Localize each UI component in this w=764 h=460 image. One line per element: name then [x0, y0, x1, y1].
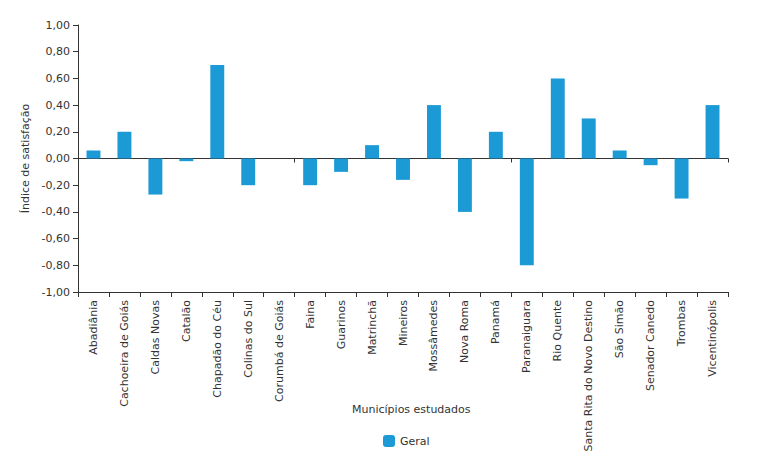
svg-text:Rio Quente: Rio Quente [551, 300, 564, 362]
svg-text:Colinas do Sul: Colinas do Sul [242, 300, 255, 378]
svg-text:Guarinos: Guarinos [335, 300, 348, 350]
svg-text:Chapadão do Céu: Chapadão do Céu [211, 300, 224, 398]
svg-text:0,60: 0,60 [46, 72, 71, 85]
svg-text:-0,20: -0,20 [42, 179, 70, 192]
svg-text:Mossâmedes: Mossâmedes [427, 300, 440, 372]
svg-text:1,00: 1,00 [46, 19, 71, 32]
svg-text:Geral: Geral [400, 435, 430, 448]
svg-text:Senador Canedo: Senador Canedo [644, 300, 657, 391]
svg-text:-1,00: -1,00 [42, 286, 70, 299]
svg-text:0,80: 0,80 [46, 45, 71, 58]
svg-text:Catalão: Catalão [180, 300, 193, 342]
svg-text:-0,60: -0,60 [42, 232, 70, 245]
svg-text:Faina: Faina [304, 300, 317, 329]
svg-text:0,20: 0,20 [46, 125, 71, 138]
svg-text:Santa Rita do Novo Destino: Santa Rita do Novo Destino [582, 300, 595, 452]
svg-text:Índice de satisfação: Índice de satisfação [19, 103, 32, 213]
svg-text:Matrinchã: Matrinchã [366, 300, 379, 355]
svg-text:Vicentinópolis: Vicentinópolis [706, 300, 719, 377]
svg-text:Mineiros: Mineiros [397, 300, 410, 346]
svg-text:Cachoeira de Goiás: Cachoeira de Goiás [118, 300, 131, 407]
svg-text:0,40: 0,40 [46, 99, 71, 112]
svg-text:Caldas Novas: Caldas Novas [149, 300, 162, 375]
svg-text:-0,80: -0,80 [42, 259, 70, 272]
svg-text:Municípios estudados: Municípios estudados [352, 403, 471, 416]
svg-text:Abadiânia: Abadiânia [87, 300, 100, 355]
svg-text:Panamá: Panamá [489, 300, 502, 344]
svg-text:São Simão: São Simão [613, 300, 626, 358]
svg-text:Corumbá de Goiás: Corumbá de Goiás [273, 300, 286, 402]
svg-text:Paranaiguara: Paranaiguara [520, 300, 533, 373]
svg-text:Nova Roma: Nova Roma [458, 300, 471, 363]
svg-text:Trombas: Trombas [675, 300, 688, 348]
svg-text:0,00: 0,00 [46, 152, 71, 165]
svg-text:-0,40: -0,40 [42, 205, 70, 218]
